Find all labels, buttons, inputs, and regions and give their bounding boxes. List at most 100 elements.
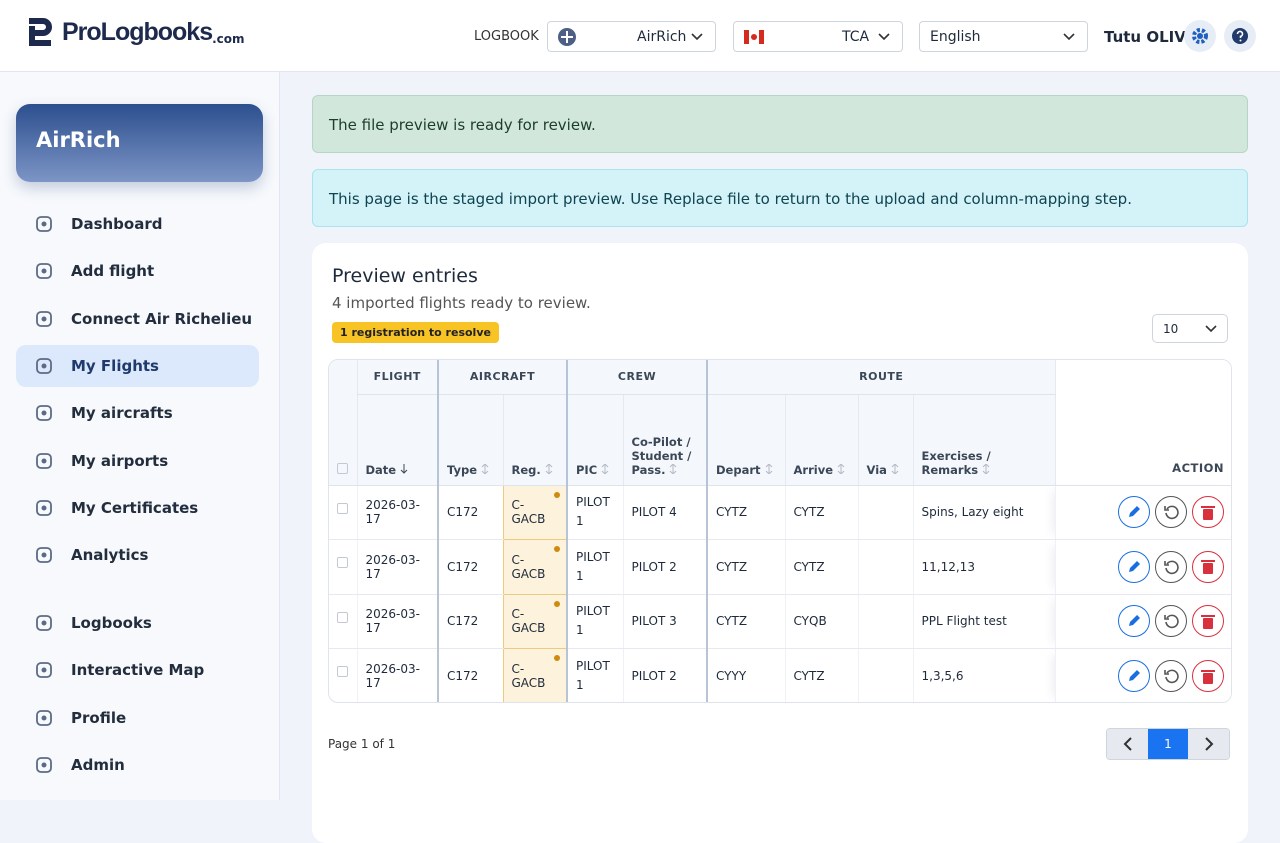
column-header[interactable]: Via [857,394,914,486]
logo-text: ProLogbooks [62,17,213,46]
flag-icon [744,29,764,44]
column-label: Via [866,462,887,477]
column-label: Type [447,462,478,477]
column-header[interactable]: PIC [566,394,623,486]
nav-item[interactable]: My aircrafts [16,392,259,434]
cell [857,648,914,702]
delete-button[interactable] [1192,605,1225,638]
delete-button[interactable] [1192,550,1225,583]
organization-select[interactable]: TCA [733,21,903,52]
nav-item[interactable]: My Flights [16,344,259,387]
checkbox[interactable] [337,666,348,677]
user-name[interactable]: Tutu OLIV [1104,28,1186,46]
cell: PILOT 1 [566,594,623,649]
nav-item[interactable]: Admin [16,744,259,786]
language-select[interactable]: English [919,21,1088,52]
edit-button[interactable] [1118,660,1151,692]
table-row: 2026-03-17 C172 C-GACB PILOT 1 PILOT 2 CYYY CY… [329,648,1231,703]
action-cell [1054,594,1231,649]
cell: C-GACB [502,648,568,702]
table-body: 2026-03-17 C172 C-GACB PILOT 1 PILOT 4 CYTZ CY… [329,484,1231,703]
cell: PILOT 2 [622,539,708,595]
logo[interactable]: ProLogbooks .com [26,16,245,48]
revert-icon [1164,505,1179,520]
group-header: ROUTE [706,360,1056,395]
prev-button[interactable] [1107,729,1148,759]
revert-button[interactable] [1155,605,1188,638]
page-button[interactable]: 1 [1148,729,1188,759]
sort-icon [669,462,677,477]
column-header[interactable]: Type [437,394,503,486]
column-header[interactable]: Depart [706,394,786,486]
edit-button[interactable] [1118,550,1151,583]
column-label: Depart [716,462,761,477]
column-label: PIC [576,462,598,477]
settings-button[interactable] [1184,20,1216,52]
table-head: FLIGHT AIRCRAFT CREW ROUTE ACTION Date Type Reg… [329,360,1231,486]
checkbox[interactable] [337,557,348,568]
select-cell [329,485,357,540]
nav-icon [36,310,52,327]
preview-table: FLIGHT AIRCRAFT CREW ROUTE ACTION Date Type Reg… [329,360,1231,703]
logbook-select[interactable]: AirRich [547,21,716,52]
column-header[interactable]: Co-Pilot / Student / Pass. [622,394,708,486]
checkbox[interactable] [337,502,348,514]
nav-item[interactable]: Interactive Map [16,649,259,691]
checkbox[interactable] [337,462,348,474]
cell: CYTZ [706,485,786,540]
nav-item[interactable]: My Certificates [16,487,259,529]
card-subtitle: 4 imported flights ready to review. [332,294,591,312]
action-cell [1054,485,1231,540]
logbook-label: LOGBOOK [474,29,539,44]
sort-both [891,462,899,475]
column-header[interactable]: Date [356,394,438,486]
action-header: ACTION [1054,360,1231,486]
checkbox[interactable] [337,611,348,623]
nav-item[interactable]: My airports [16,440,259,482]
sort-icon [982,462,990,477]
nav-item[interactable]: Profile [16,697,259,739]
nav-item[interactable]: Analytics [16,534,259,576]
help-button[interactable] [1224,20,1256,52]
column-header[interactable]: Arrive [784,394,859,486]
cell: C-GACB [502,593,568,649]
column-label: Arrive [793,462,833,477]
account-card[interactable]: AirRich [16,104,263,182]
nav-item[interactable]: Add flight [16,250,259,292]
edit-button[interactable] [1118,605,1151,638]
cell: C172 [437,594,503,649]
nav-item[interactable]: Connect Air Richelieu [16,298,259,340]
delete-button[interactable] [1192,496,1225,529]
edit-button[interactable] [1118,496,1151,529]
next-icon [1204,737,1213,751]
column-label: Exercises / Remarks [921,448,991,477]
revert-button[interactable] [1155,496,1188,529]
delete-button[interactable] [1192,660,1225,692]
select-cell [329,649,357,703]
cell: CYTZ [784,648,859,702]
header: ProLogbooks .com LOGBOOK AirRich TCA Engl… [0,0,1280,72]
revert-button[interactable] [1155,660,1188,692]
delete-icon [1201,560,1216,575]
cell [857,539,914,595]
success-alert: The file preview is ready for review. [312,95,1248,153]
nav-item[interactable]: Dashboard [16,203,259,245]
column-header[interactable]: Reg. [502,394,567,486]
revert-button[interactable] [1155,550,1188,583]
nav-item[interactable]: Logbooks [16,602,259,644]
nav-label: Add flight [71,262,155,281]
cell: CYYY [706,648,786,702]
plane-icon [558,27,576,46]
cell: CYTZ [706,594,786,649]
cell: C172 [437,648,503,702]
next-button[interactable] [1188,729,1229,759]
group-row: FLIGHT AIRCRAFT CREW ROUTE ACTION [329,360,1231,486]
sort-icon [400,463,408,477]
page-size-select[interactable]: 10 [1152,314,1228,343]
column-header[interactable]: Exercises / Remarks [912,394,1056,486]
cell: PILOT 1 [566,648,623,702]
cell: 2026-03-17 [356,594,438,649]
cell: PILOT 3 [622,594,708,649]
sort-desc [400,463,408,474]
